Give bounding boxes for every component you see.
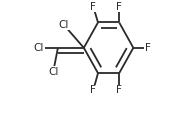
Text: F: F	[90, 85, 96, 95]
Text: Cl: Cl	[59, 20, 69, 30]
Text: Cl: Cl	[48, 67, 58, 77]
Text: Cl: Cl	[34, 43, 44, 53]
Text: F: F	[145, 43, 150, 53]
Text: F: F	[116, 85, 122, 95]
Text: F: F	[90, 2, 96, 12]
Text: F: F	[116, 2, 122, 12]
